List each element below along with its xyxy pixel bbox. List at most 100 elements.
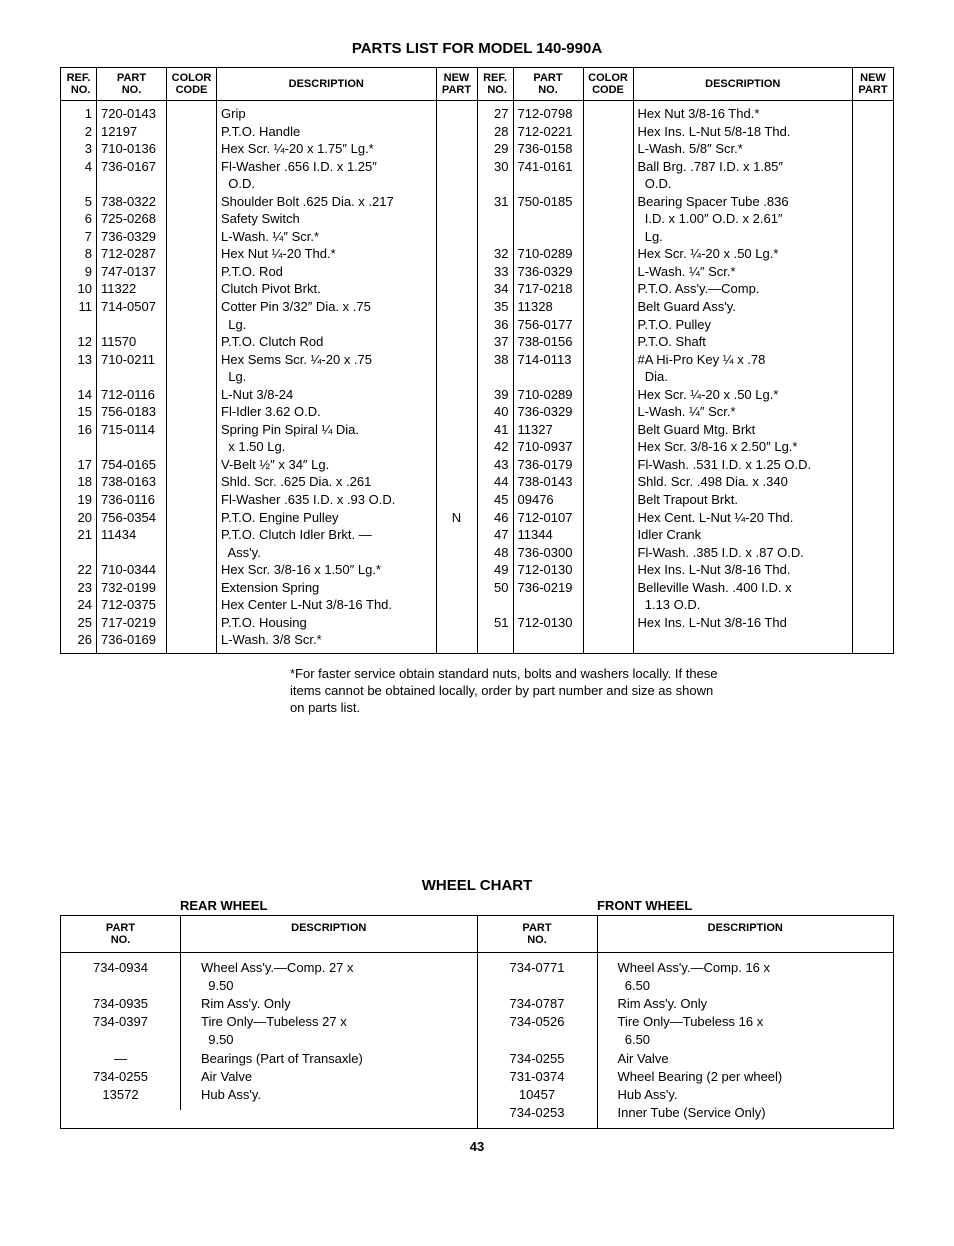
description: Hex Scr. ¼-20 x 1.75″ Lg.*: [221, 140, 432, 158]
part-no: 09476: [518, 491, 579, 509]
color-code: [588, 403, 629, 421]
new-part: [441, 421, 473, 439]
description: Hex Scr. 3/8-16 x 2.50″ Lg.*: [638, 438, 849, 456]
part-no: [101, 368, 162, 386]
new-part: [857, 596, 889, 614]
color-code: [171, 368, 212, 386]
new-part: [441, 561, 473, 579]
wheel-description: Wheel Bearing (2 per wheel): [618, 1068, 890, 1086]
wheel-front-half: PART NO. DESCRIPTION 734-0771 734-078773…: [477, 916, 894, 1129]
description: #A Hi-Pro Key ¼ x .78: [638, 351, 849, 369]
new-part: N: [441, 509, 473, 527]
ref-no: 32: [482, 245, 509, 263]
page-number: 43: [60, 1139, 894, 1154]
ref-no: 36: [482, 316, 509, 334]
color-code: [171, 421, 212, 439]
ref-no: 11: [65, 298, 92, 316]
new-part: [857, 491, 889, 509]
description: Hex Nut ¼-20 Thd.*: [221, 245, 432, 263]
color-code: [171, 158, 212, 176]
wheel-sub-rear: REAR WHEEL: [60, 898, 477, 915]
wheel-description: Air Valve: [618, 1050, 890, 1068]
wheel-description: Bearings (Part of Transaxle): [201, 1050, 473, 1068]
ref-no: 27: [482, 105, 509, 123]
ref-no: 26: [65, 631, 92, 649]
ref-no: 14: [65, 386, 92, 404]
new-part: [441, 596, 473, 614]
color-code: [588, 473, 629, 491]
color-code: [588, 228, 629, 246]
description: Lg.: [221, 316, 432, 334]
color-code: [171, 298, 212, 316]
part-no: 712-0107: [518, 509, 579, 527]
color-code: [588, 210, 629, 228]
new-part: [441, 210, 473, 228]
new-part: [441, 175, 473, 193]
part-no: 720-0143: [101, 105, 162, 123]
description: P.T.O. Ass'y.—Comp.: [638, 280, 849, 298]
color-code: [588, 544, 629, 562]
ref-no: 3: [65, 140, 92, 158]
description: P.T.O. Pulley: [638, 316, 849, 334]
color-code: [171, 175, 212, 193]
new-part: [857, 193, 889, 211]
description: Belt Guard Ass'y.: [638, 298, 849, 316]
color-code: [588, 175, 629, 193]
wheel-part-no: 734-0526: [482, 1013, 593, 1031]
description: O.D.: [638, 175, 849, 193]
part-no: 712-0287: [101, 245, 162, 263]
new-part: [857, 333, 889, 351]
part-no: 738-0163: [101, 473, 162, 491]
wheel-part-no: 734-0255: [65, 1068, 176, 1086]
ref-no: 5: [65, 193, 92, 211]
part-no: 738-0143: [518, 473, 579, 491]
part-no: 738-0156: [518, 333, 579, 351]
description: Grip: [221, 105, 432, 123]
description: Dia.: [638, 368, 849, 386]
color-code: [588, 421, 629, 439]
ref-no: 38: [482, 351, 509, 369]
ref-no: 35: [482, 298, 509, 316]
color-code: [171, 403, 212, 421]
wheel-part-no: 731-0374: [482, 1068, 593, 1086]
color-code: [588, 386, 629, 404]
new-part: [857, 263, 889, 281]
part-no: 754-0165: [101, 456, 162, 474]
ref-no: [65, 175, 92, 193]
part-no: 725-0268: [101, 210, 162, 228]
new-part: [857, 298, 889, 316]
description: V-Belt ½″ x 34″ Lg.: [221, 456, 432, 474]
ref-no: 1: [65, 105, 92, 123]
description: P.T.O. Engine Pulley: [221, 509, 432, 527]
ref-no: 10: [65, 280, 92, 298]
wheel-description: Tire Only—Tubeless 16 x: [618, 1013, 890, 1031]
new-part: [441, 544, 473, 562]
footnote-text: *For faster service obtain standard nuts…: [290, 666, 720, 717]
color-code: [171, 473, 212, 491]
description: Hex Scr. 3/8-16 x 1.50″ Lg.*: [221, 561, 432, 579]
color-code: [171, 193, 212, 211]
ref-no: 44: [482, 473, 509, 491]
ref-no: 37: [482, 333, 509, 351]
color-code: [588, 245, 629, 263]
ref-no: 39: [482, 386, 509, 404]
color-code: [588, 280, 629, 298]
description: Belt Guard Mtg. Brkt: [638, 421, 849, 439]
wheel-sub-front: FRONT WHEEL: [477, 898, 894, 915]
wheel-hdr-desc: DESCRIPTION: [598, 916, 894, 952]
part-no: 11322: [101, 280, 162, 298]
hdr-desc: DESCRIPTION: [217, 68, 437, 100]
ref-no: 45: [482, 491, 509, 509]
part-no: 736-0116: [101, 491, 162, 509]
ref-no: 31: [482, 193, 509, 211]
part-no: 732-0199: [101, 579, 162, 597]
description: L-Wash. ¼″ Scr.*: [221, 228, 432, 246]
part-no: 756-0177: [518, 316, 579, 334]
color-code: [171, 491, 212, 509]
wheel-description: Hub Ass'y.: [201, 1086, 473, 1104]
description: P.T.O. Handle: [221, 123, 432, 141]
ref-no: 29: [482, 140, 509, 158]
new-part: [441, 123, 473, 141]
wheel-part-no: 734-0934: [65, 959, 176, 977]
parts-left-half: REF. NO. PART NO. COLOR CODE DESCRIPTION…: [61, 68, 477, 653]
